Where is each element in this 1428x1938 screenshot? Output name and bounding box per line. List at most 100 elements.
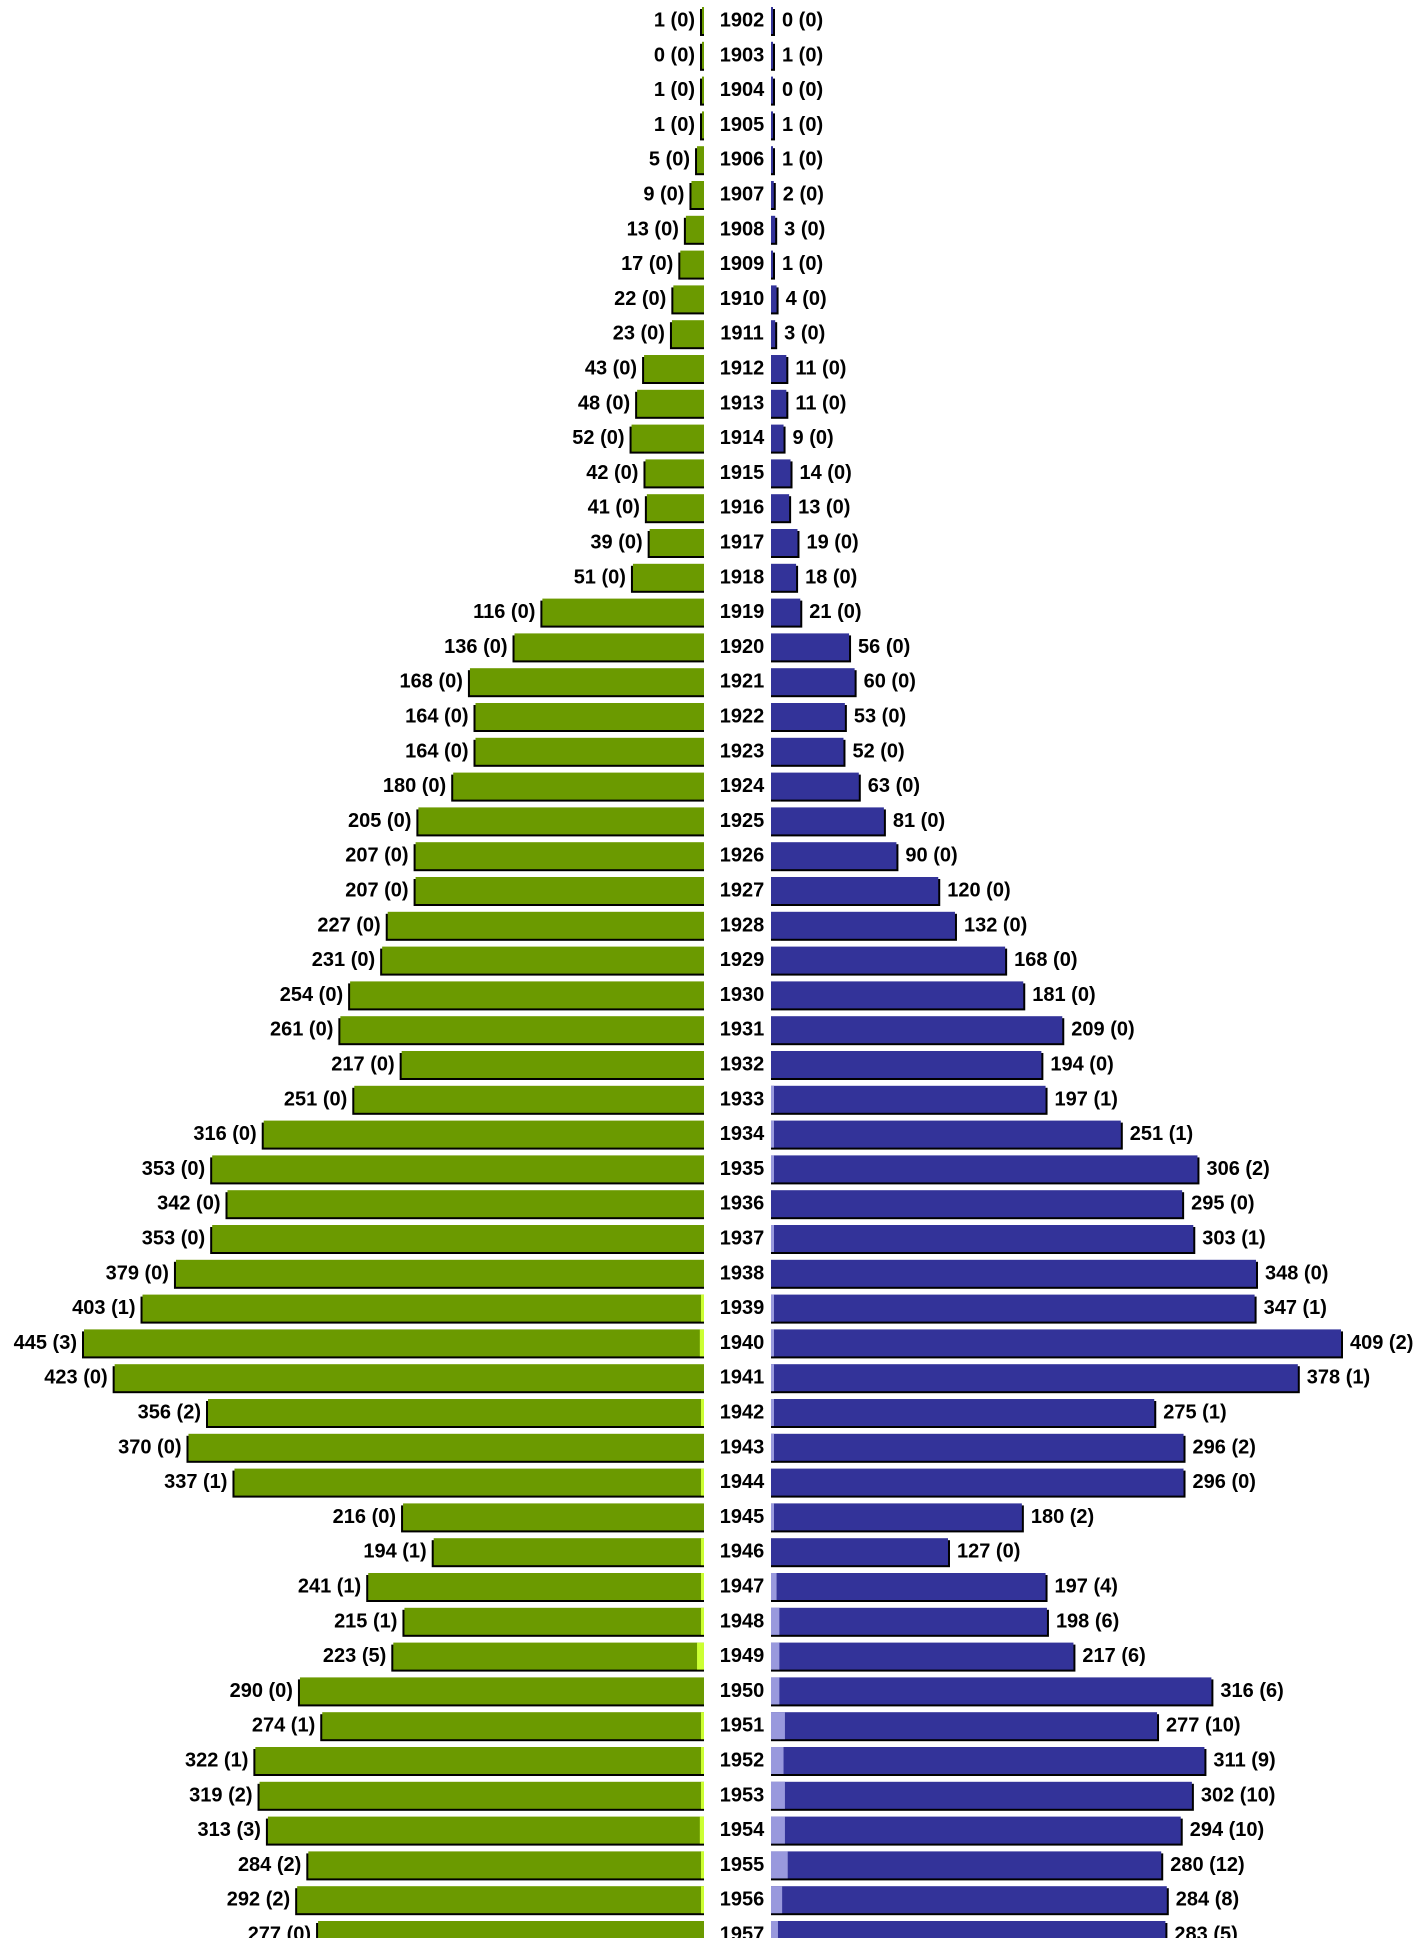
year-label: 1907 bbox=[720, 184, 765, 206]
year-label: 1913 bbox=[720, 392, 765, 414]
year-label: 1921 bbox=[720, 671, 765, 693]
left-bar-label: 284 (2) bbox=[238, 1854, 301, 1876]
right-bar bbox=[771, 1016, 1063, 1044]
right-bar-highlight bbox=[771, 1364, 774, 1392]
left-bar-label: 445 (3) bbox=[14, 1332, 77, 1354]
left-bar-label: 207 (0) bbox=[345, 880, 408, 902]
year-label: 1940 bbox=[720, 1332, 765, 1354]
left-bar-label: 261 (0) bbox=[270, 1019, 333, 1041]
left-bar-label: 356 (2) bbox=[138, 1402, 201, 1424]
right-bar-label: 197 (1) bbox=[1055, 1088, 1118, 1110]
right-bar-label: 14 (0) bbox=[800, 462, 852, 484]
left-bar bbox=[673, 285, 704, 313]
right-bar bbox=[771, 1364, 1298, 1392]
right-bar bbox=[771, 911, 955, 939]
right-bar-label: 294 (10) bbox=[1190, 1819, 1265, 1841]
right-bar bbox=[771, 1120, 1121, 1148]
right-bar-highlight bbox=[771, 1886, 783, 1914]
left-bar-label: 39 (0) bbox=[590, 532, 642, 554]
right-bar-label: 181 (0) bbox=[1032, 984, 1095, 1006]
year-label: 1952 bbox=[720, 1750, 765, 1772]
right-bar bbox=[771, 1329, 1341, 1357]
right-bar bbox=[771, 1851, 1162, 1879]
right-bar bbox=[771, 563, 797, 591]
left-bar-label: 42 (0) bbox=[586, 462, 638, 484]
year-label: 1947 bbox=[720, 1576, 765, 1598]
left-bar bbox=[267, 1816, 704, 1844]
left-bar bbox=[685, 215, 704, 243]
year-label: 1917 bbox=[720, 532, 765, 554]
left-bar-highlight bbox=[699, 1816, 704, 1844]
year-label: 1934 bbox=[720, 1123, 765, 1145]
right-bar bbox=[771, 111, 773, 139]
right-bar-label: 56 (0) bbox=[858, 636, 910, 658]
left-bar-label: 116 (0) bbox=[473, 601, 535, 623]
left-bar-label: 223 (5) bbox=[323, 1645, 386, 1667]
left-bar-label: 136 (0) bbox=[444, 636, 507, 658]
left-bar-label: 277 (0) bbox=[248, 1924, 311, 1938]
right-bar-label: 295 (0) bbox=[1191, 1193, 1254, 1215]
left-bar bbox=[255, 1747, 704, 1774]
right-bar-label: 11 (0) bbox=[795, 392, 846, 414]
right-bar-label: 81 (0) bbox=[893, 810, 945, 832]
right-bar-label: 18 (0) bbox=[805, 566, 857, 588]
left-bar bbox=[631, 424, 704, 452]
right-bar bbox=[771, 146, 773, 174]
year-label: 1928 bbox=[720, 914, 765, 936]
right-bar bbox=[771, 703, 845, 730]
left-bar bbox=[475, 703, 704, 730]
right-bar-label: 1 (0) bbox=[782, 149, 823, 171]
left-bar bbox=[393, 1642, 704, 1670]
right-bar bbox=[771, 1225, 1194, 1252]
left-bar-label: 251 (0) bbox=[284, 1088, 347, 1110]
year-label: 1920 bbox=[720, 636, 765, 658]
left-bar-highlight bbox=[701, 1468, 704, 1496]
right-bar bbox=[771, 1259, 1256, 1287]
year-label: 1954 bbox=[720, 1819, 765, 1841]
right-bar-label: 316 (6) bbox=[1220, 1680, 1283, 1702]
right-bar bbox=[771, 1816, 1181, 1844]
year-label: 1946 bbox=[720, 1541, 765, 1563]
right-bar-highlight bbox=[771, 1642, 780, 1670]
year-label: 1915 bbox=[720, 462, 765, 484]
left-bar-label: 337 (1) bbox=[164, 1471, 227, 1493]
right-bar bbox=[771, 181, 774, 208]
left-bar bbox=[702, 7, 704, 34]
right-bar-label: 53 (0) bbox=[854, 706, 906, 728]
right-bar-label: 1 (0) bbox=[782, 253, 823, 275]
right-bar-label: 4 (0) bbox=[786, 288, 827, 310]
year-label: 1902 bbox=[720, 10, 765, 32]
left-bar-label: 379 (0) bbox=[106, 1262, 169, 1284]
year-label: 1956 bbox=[720, 1889, 765, 1911]
left-bar-label: 403 (1) bbox=[72, 1297, 135, 1319]
year-label: 1941 bbox=[720, 1367, 765, 1389]
left-bar-label: 292 (2) bbox=[227, 1889, 290, 1911]
right-bar bbox=[771, 807, 884, 835]
left-bar-label: 319 (2) bbox=[189, 1784, 252, 1806]
year-label: 1912 bbox=[720, 358, 765, 380]
right-bar-highlight bbox=[771, 1573, 777, 1600]
right-bar bbox=[771, 1607, 1047, 1635]
right-bar-label: 90 (0) bbox=[905, 845, 957, 867]
left-bar bbox=[403, 1503, 704, 1531]
left-bar-highlight bbox=[701, 1573, 704, 1600]
left-bar-label: 0 (0) bbox=[654, 44, 695, 66]
left-bar-label: 370 (0) bbox=[118, 1436, 181, 1458]
left-bar-label: 23 (0) bbox=[613, 323, 665, 345]
right-bar-highlight bbox=[771, 1329, 774, 1357]
left-bar-label: 423 (0) bbox=[44, 1367, 107, 1389]
left-bar bbox=[299, 1677, 704, 1705]
left-bar bbox=[691, 181, 704, 208]
right-bar bbox=[771, 598, 801, 626]
left-bar-highlight bbox=[701, 1294, 704, 1322]
left-bar bbox=[702, 111, 704, 139]
year-label: 1929 bbox=[720, 949, 765, 971]
left-bar bbox=[142, 1294, 705, 1322]
left-bar-label: 342 (0) bbox=[157, 1193, 220, 1215]
left-bar bbox=[469, 668, 704, 696]
left-bar-label: 180 (0) bbox=[383, 775, 446, 797]
right-bar bbox=[771, 877, 939, 904]
left-bar-label: 227 (0) bbox=[317, 914, 380, 936]
right-bar bbox=[771, 668, 855, 696]
